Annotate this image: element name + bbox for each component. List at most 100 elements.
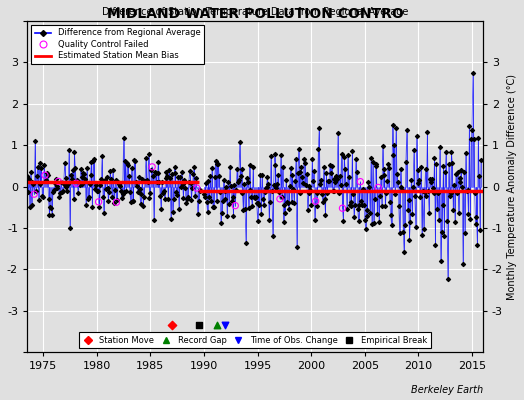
Point bbox=[285, 206, 293, 212]
Point bbox=[269, 182, 278, 188]
Point bbox=[60, 160, 69, 166]
Point bbox=[372, 161, 380, 168]
Point bbox=[308, 156, 316, 162]
Point bbox=[98, 153, 106, 159]
Point bbox=[78, 180, 86, 187]
Point bbox=[23, 172, 31, 179]
Point bbox=[45, 211, 53, 218]
Point bbox=[211, 174, 219, 181]
Point bbox=[116, 183, 124, 189]
Point bbox=[221, 196, 230, 202]
Point bbox=[429, 185, 437, 191]
Point bbox=[164, 196, 172, 202]
Point bbox=[58, 189, 66, 196]
Point bbox=[290, 199, 299, 206]
Point bbox=[171, 170, 180, 176]
Point bbox=[375, 219, 383, 226]
Point bbox=[201, 194, 209, 200]
Point bbox=[406, 219, 414, 225]
Point bbox=[219, 198, 227, 204]
Point bbox=[131, 158, 139, 164]
Point bbox=[328, 162, 336, 169]
Point bbox=[181, 184, 189, 191]
Point bbox=[473, 242, 482, 248]
Point bbox=[365, 184, 374, 190]
Point bbox=[286, 182, 294, 189]
Point bbox=[75, 181, 84, 188]
Point bbox=[315, 125, 323, 131]
Point bbox=[419, 187, 427, 194]
Point bbox=[282, 177, 290, 183]
Point bbox=[331, 179, 340, 185]
Point bbox=[403, 207, 412, 214]
Point bbox=[135, 174, 143, 180]
Point bbox=[51, 180, 59, 186]
Point bbox=[145, 151, 153, 158]
Point bbox=[432, 161, 441, 168]
Y-axis label: Monthly Temperature Anomaly Difference (°C): Monthly Temperature Anomaly Difference (… bbox=[507, 74, 517, 300]
Point bbox=[236, 173, 245, 180]
Point bbox=[112, 199, 121, 206]
Point bbox=[235, 139, 244, 145]
Point bbox=[163, 173, 171, 179]
Point bbox=[435, 143, 444, 150]
Point bbox=[243, 174, 251, 181]
Point bbox=[411, 193, 419, 199]
Point bbox=[169, 196, 178, 202]
Point bbox=[385, 165, 393, 172]
Point bbox=[145, 195, 154, 201]
Point bbox=[447, 149, 456, 156]
Point bbox=[232, 187, 241, 194]
Point bbox=[452, 171, 460, 178]
Point bbox=[382, 190, 390, 197]
Point bbox=[357, 198, 365, 204]
Point bbox=[113, 196, 122, 203]
Point bbox=[64, 181, 72, 187]
Point bbox=[168, 171, 176, 177]
Point bbox=[234, 179, 242, 186]
Point bbox=[170, 164, 179, 170]
Point bbox=[420, 226, 428, 232]
Point bbox=[210, 203, 218, 210]
Point bbox=[143, 177, 151, 183]
Point bbox=[354, 218, 363, 224]
Point bbox=[269, 233, 277, 239]
Point bbox=[402, 159, 410, 165]
Point bbox=[190, 164, 199, 170]
Point bbox=[342, 180, 350, 187]
Point bbox=[90, 156, 99, 162]
Point bbox=[411, 224, 420, 230]
Point bbox=[96, 182, 105, 188]
Point bbox=[326, 170, 335, 176]
Point bbox=[414, 180, 422, 186]
Point bbox=[75, 178, 83, 185]
Point bbox=[310, 168, 318, 175]
Point bbox=[27, 168, 35, 175]
Point bbox=[196, 187, 204, 193]
Point bbox=[267, 153, 275, 159]
Point bbox=[418, 232, 426, 239]
Point bbox=[114, 179, 123, 186]
Point bbox=[468, 126, 476, 133]
Point bbox=[129, 198, 138, 204]
Point bbox=[250, 194, 258, 200]
Point bbox=[221, 322, 230, 328]
Point bbox=[319, 199, 327, 205]
Point bbox=[45, 196, 53, 202]
Point bbox=[32, 172, 41, 179]
Point bbox=[316, 181, 324, 187]
Point bbox=[460, 169, 468, 175]
Point bbox=[36, 181, 45, 188]
Point bbox=[93, 188, 102, 194]
Point bbox=[266, 199, 274, 206]
Point bbox=[289, 186, 298, 192]
Point bbox=[323, 190, 332, 196]
Point bbox=[115, 180, 123, 187]
Point bbox=[233, 166, 241, 172]
Point bbox=[259, 196, 267, 202]
Point bbox=[424, 188, 432, 194]
Point bbox=[48, 212, 56, 218]
Point bbox=[417, 164, 425, 170]
Point bbox=[25, 176, 33, 182]
Point bbox=[438, 229, 446, 236]
